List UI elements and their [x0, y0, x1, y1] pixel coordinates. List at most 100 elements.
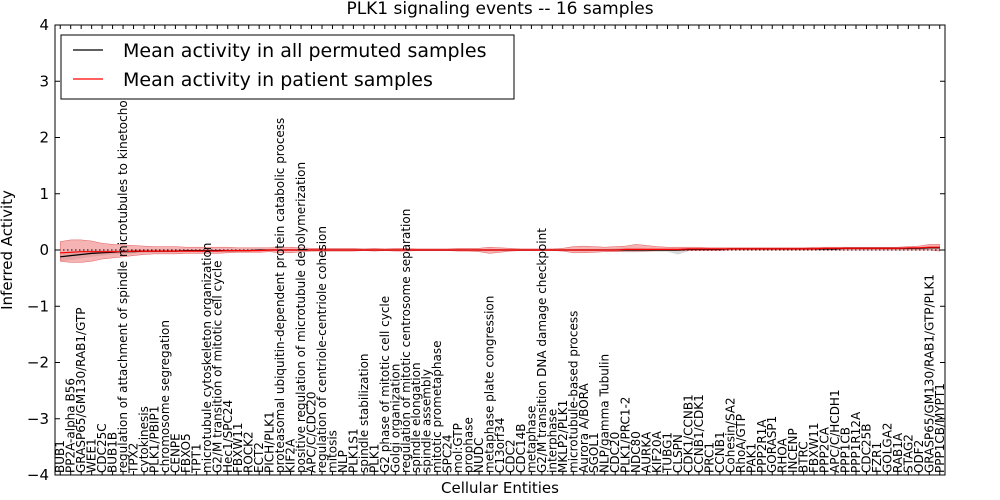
category-label: CDC25C	[95, 423, 109, 473]
category-label: CDC20	[608, 432, 622, 473]
category-label: STAG2	[901, 434, 915, 473]
category-label: metaphase plate congression	[483, 296, 497, 473]
band-mean-patient	[59, 239, 941, 263]
y-tick-label: 0	[39, 241, 49, 259]
category-label: FBXW11	[807, 423, 821, 474]
category-label: PLK1S1	[346, 428, 360, 473]
category-label: metaphase	[524, 406, 538, 473]
category-label: proteasomal ubiquitin-dependent protein …	[273, 118, 287, 473]
category-label: regulation of attachment of spindle micr…	[116, 88, 130, 473]
category-label: PICH/PLK1	[263, 411, 277, 473]
category-label: cytokinesis	[137, 406, 151, 473]
category-label: C13orf34	[493, 418, 507, 473]
category-label: GRASP65/GM130/RAB1/GTP	[74, 307, 88, 473]
y-tick-label: 1	[39, 185, 49, 203]
category-label: FBXO5	[179, 433, 193, 473]
category-label: Hec1/SPC24	[221, 400, 235, 473]
legend-label-mean-all: Mean activity in all permuted samples	[123, 40, 486, 62]
category-label: FZR1	[870, 442, 884, 473]
category-label: PAK1	[744, 443, 758, 473]
category-label: APC/C/HCDH1	[828, 389, 842, 473]
category-label: ROCK2	[242, 431, 256, 473]
category-label: NUDC	[472, 438, 486, 473]
category-label: G2/M transition of mitotic cell cycle	[210, 260, 224, 473]
category-label: G2/M transition DNA damage checkpoint	[535, 228, 549, 473]
category-label: spindle elongation	[409, 362, 423, 473]
y-tick-label: −2	[27, 354, 49, 372]
category-label: SGOL1	[587, 432, 601, 473]
series-lines	[60, 246, 940, 258]
legend: Mean activity in all permuted samples Me…	[60, 34, 515, 100]
y-tick-label: −1	[27, 297, 49, 315]
category-label: ODF2	[912, 440, 926, 473]
category-label: PRC1	[702, 442, 716, 473]
category-label: G2 phase of mitotic cell cycle	[378, 296, 392, 473]
category-label: KIF2A	[284, 438, 298, 473]
category-label: mitotic prometaphase	[430, 341, 444, 474]
y-axis-ticks: −4 −3 −2 −1 0 1 2 3 4	[27, 16, 945, 484]
legend-label-mean-patient: Mean activity in patient samples	[123, 69, 433, 91]
category-label: CCNB1/CDK1	[692, 394, 706, 473]
y-axis-label: Inferred Activity	[0, 190, 16, 310]
category-label: CCNB1	[713, 431, 727, 473]
category-label: microtubule-based process	[566, 311, 580, 473]
category-label: microtubule cytoskeleton organization	[200, 243, 214, 473]
category-label: Aurora A/BORA	[577, 383, 591, 473]
legend-box	[60, 34, 515, 100]
category-label: RHOA	[776, 437, 790, 473]
category-label: GOLGA2	[880, 422, 894, 473]
category-label: PLK1/PBIP1	[148, 406, 162, 473]
category-label: AURKA	[640, 431, 654, 473]
y-tick-label: −3	[27, 410, 49, 428]
category-label: mitosis	[326, 430, 340, 473]
category-label: GRASP65/GM130/RAB1/GTP/PLK1	[922, 274, 936, 473]
category-label: CDC14B	[514, 424, 528, 474]
category-label: KIF20A	[650, 430, 664, 473]
category-label: BTRC	[797, 441, 811, 473]
category-label: regulation of mitotic centrosome separat…	[399, 209, 413, 473]
category-label: TPX2	[127, 443, 141, 474]
category-label: TPT1	[189, 443, 203, 474]
category-label: ECT2	[252, 442, 266, 473]
category-label: CDC2	[504, 439, 518, 473]
category-label: prophase	[462, 417, 476, 473]
x-axis-ticks	[59, 25, 941, 475]
category-label: PPP2R1A	[755, 419, 769, 473]
category-label: PPP1CB	[839, 427, 853, 473]
category-label: PP2A-alpha B56	[64, 378, 78, 473]
category-label: Golgi organization	[388, 364, 402, 473]
category-label: NDC80	[629, 431, 643, 473]
category-label: positive regulation of microtubule depol…	[294, 162, 308, 473]
category-label: BUB1B	[106, 432, 120, 473]
category-label: GORASP1	[765, 416, 779, 473]
y-tick-label: −4	[27, 466, 49, 484]
category-label: mol:GTP	[451, 423, 465, 473]
y-tick-label: 2	[39, 129, 49, 147]
category-label: FBXW11	[231, 423, 245, 474]
category-label: CDK1/CCNB1	[682, 394, 696, 473]
category-label: PLK1/PRC1-2	[619, 397, 633, 473]
x-axis-label: Cellular Entities	[441, 479, 559, 497]
chart-title: PLK1 signaling events -- 16 samples	[346, 0, 653, 19]
category-label: chromosome segregation	[158, 320, 172, 473]
category-label: NLP	[336, 450, 350, 473]
category-label: TUBG1	[661, 432, 675, 474]
category-label: spindle stabilization	[357, 353, 371, 473]
category-label: INCENP	[786, 428, 800, 473]
category-label: SPC24	[441, 434, 455, 473]
category-label: RhoA/GTP	[734, 414, 748, 473]
category-label: PPP1CB/MYPT1	[933, 383, 947, 473]
category-label: CDC25B	[860, 424, 874, 474]
category-label: CLSPN	[671, 434, 685, 473]
category-label: PLK1	[367, 444, 381, 473]
category-label: WEE1	[85, 438, 99, 473]
category-label: regulation of centriole-centriole cohesi…	[315, 226, 329, 473]
category-label: APC/C/CDC20	[305, 391, 319, 473]
category-label: CENPE	[168, 433, 182, 473]
category-label: PPP2CA	[818, 426, 832, 473]
category-label: interphase	[545, 409, 559, 473]
y-tick-label: 4	[39, 16, 49, 34]
category-label: NLP/gamma Tubulin	[598, 354, 612, 473]
